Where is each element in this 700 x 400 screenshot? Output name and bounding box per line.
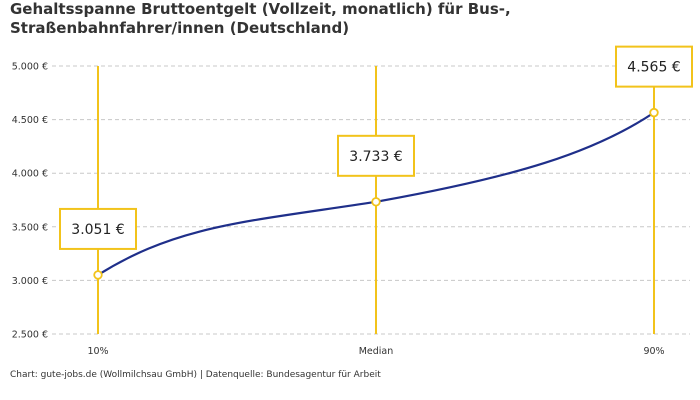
y-tick-label: 2.500 € [12, 330, 48, 341]
data-point-1 [371, 197, 381, 207]
gridlines [52, 65, 690, 335]
value-callout-2: 4.565 € [615, 45, 693, 88]
x-axis-tick-labels: 10% Median 90% [87, 346, 664, 357]
y-tick-label: 5.000 € [12, 62, 48, 73]
value-callout-0: 3.051 € [59, 207, 137, 250]
x-tick-label: 90% [643, 346, 664, 357]
data-point-0 [93, 270, 103, 280]
callout-box [615, 45, 693, 88]
y-tick-label: 4.000 € [12, 169, 48, 180]
callout-box [59, 207, 137, 250]
chart-title: Gehaltsspanne Bruttoentgelt (Vollzeit, m… [10, 0, 511, 37]
callout-value-label: 3.733 € [349, 149, 402, 165]
y-tick-label: 3.500 € [12, 222, 48, 233]
callout-value-label: 3.051 € [71, 222, 124, 238]
y-axis-tick-labels: 2.500 € 3.000 € 3.500 € 4.000 € 4.500 € 5.000… [12, 62, 48, 341]
data-points [93, 107, 659, 280]
x-tick-label: 10% [87, 346, 108, 357]
y-tick-label: 3.000 € [12, 276, 48, 287]
x-tick-label: Median [359, 346, 394, 357]
callout-box [337, 134, 415, 177]
callout-value-label: 4.565 € [627, 60, 680, 76]
y-tick-label: 4.500 € [12, 115, 48, 126]
data-point-2 [649, 107, 659, 118]
value-callout-1: 3.733 € [337, 134, 415, 177]
value-callouts: 3.051 € 3.733 € 4.565 € [59, 45, 693, 250]
chart-source-footer: Chart: gute-jobs.de (Wollmilchsau GmbH) … [10, 370, 381, 380]
